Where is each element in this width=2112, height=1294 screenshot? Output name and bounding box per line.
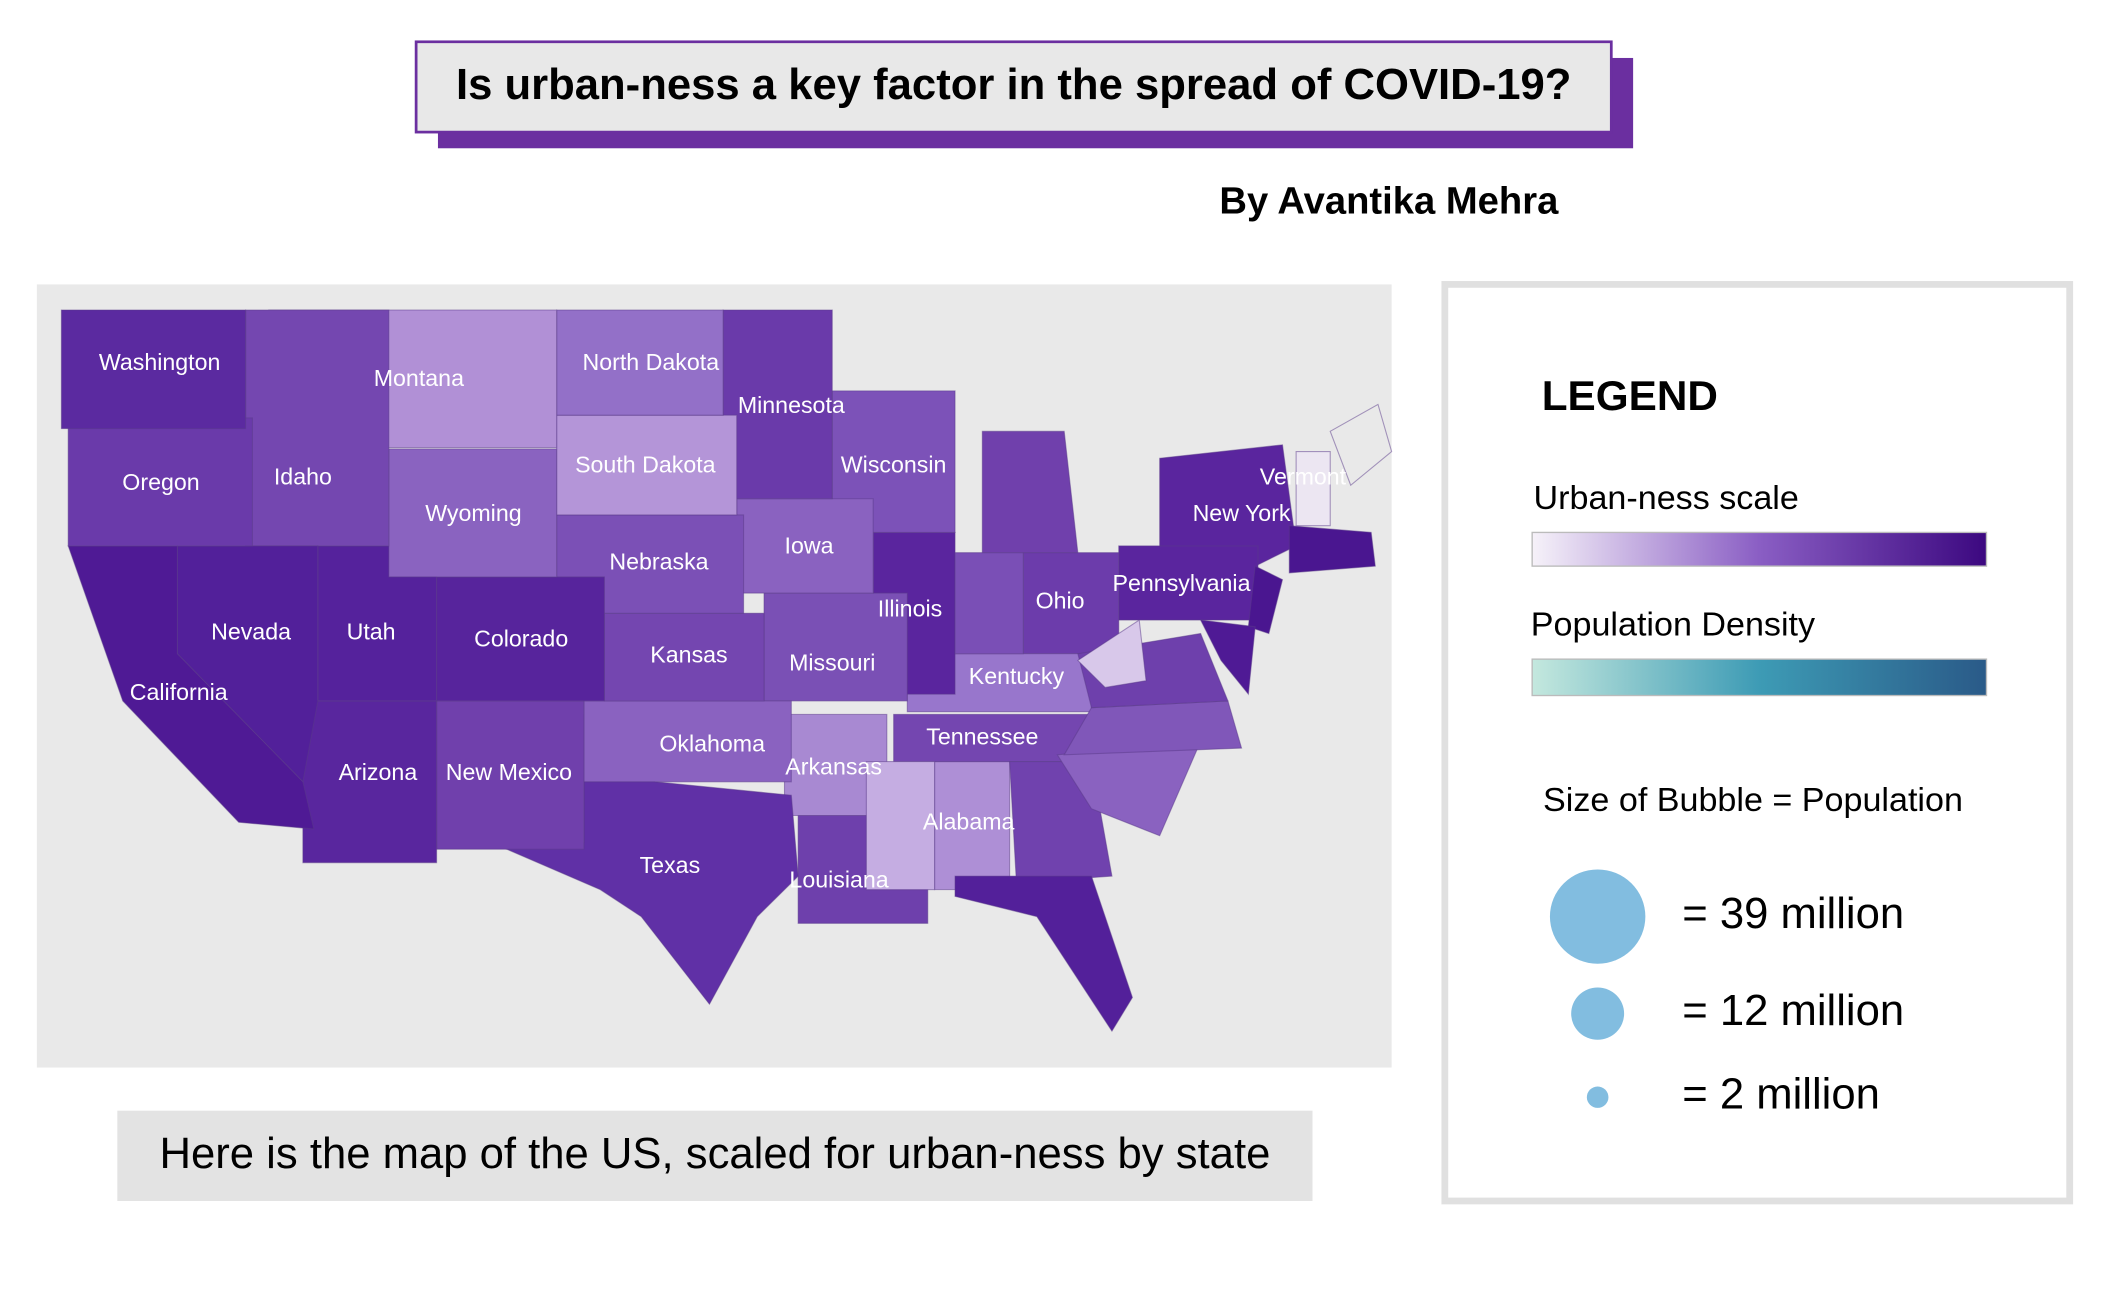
legend-box <box>1441 281 2074 1205</box>
author: By Avantika Mehra <box>1219 181 1559 223</box>
legend-bubble-label: = 2 million <box>1682 1071 1880 1119</box>
state-label: Tennessee <box>926 724 1038 750</box>
state-shape <box>954 875 1134 1033</box>
state-label: Alabama <box>923 809 1015 835</box>
state-shape <box>1288 525 1376 574</box>
state-label: Iowa <box>785 532 834 558</box>
state-shape <box>1063 700 1243 756</box>
state-shape <box>865 761 936 891</box>
state-label: Nebraska <box>609 549 708 575</box>
state-shape <box>1076 619 1147 689</box>
title: Is urban-ness a key factor in the spread… <box>456 61 1571 109</box>
state-label: Montana <box>374 365 464 391</box>
state-shape <box>1199 619 1256 696</box>
state-label: Illinois <box>878 596 942 622</box>
state-label: Minnesota <box>738 392 845 418</box>
state-shape <box>981 430 1079 554</box>
bubble-title: Size of Bubble = Population <box>1543 781 1963 819</box>
state-label: Oklahoma <box>659 731 765 757</box>
urban-scale-label: Urban-ness scale <box>1534 479 1799 517</box>
state-label: Missouri <box>789 650 875 676</box>
state-label: Ohio <box>1036 588 1085 614</box>
state <box>67 545 315 830</box>
state-label: Nevada <box>211 619 291 645</box>
state-label: New York <box>1193 500 1291 526</box>
state-label: Arkansas <box>785 753 882 779</box>
legend-title: LEGEND <box>1542 372 1718 419</box>
state-label: Vermont <box>1260 464 1347 490</box>
state <box>1159 444 1297 567</box>
state-label: Wisconsin <box>841 452 947 478</box>
legend-bubble <box>1549 869 1646 964</box>
state <box>245 309 390 547</box>
state-label: Kansas <box>650 642 727 668</box>
title-box <box>414 40 1613 134</box>
state-shape <box>954 552 1024 655</box>
state-label: North Dakota <box>582 349 719 375</box>
legend-bubble-label: = 39 million <box>1682 890 1904 938</box>
caption: Here is the map of the US, scaled for ur… <box>159 1130 1270 1178</box>
urban-gradient <box>1531 531 1988 567</box>
density-label: Population Density <box>1531 606 1815 644</box>
state-shape <box>1247 565 1284 635</box>
legend-bubble <box>1586 1086 1609 1108</box>
state-label: Texas <box>640 852 701 878</box>
state-label: Washington <box>99 349 221 375</box>
caption-box <box>117 1110 1313 1201</box>
state-label: Utah <box>347 619 396 645</box>
state-label: Louisiana <box>789 867 888 893</box>
state-label: Arizona <box>339 759 418 785</box>
state-shape <box>1329 403 1393 487</box>
legend-bubble-label: = 12 million <box>1682 987 1904 1035</box>
state-label: Colorado <box>474 625 568 651</box>
state-label: California <box>130 679 228 705</box>
state-label: Kentucky <box>969 663 1065 689</box>
state-label: Pennsylvania <box>1113 570 1251 596</box>
state-label: New Mexico <box>446 759 572 785</box>
state-label: Wyoming <box>425 500 521 526</box>
state-label: South Dakota <box>575 452 716 478</box>
legend-bubble <box>1571 987 1625 1040</box>
map <box>60 309 1393 1033</box>
state <box>60 309 247 430</box>
state-label: Idaho <box>274 464 332 490</box>
state <box>1295 451 1331 527</box>
state-label: Oregon <box>122 469 199 495</box>
density-gradient <box>1531 658 1988 697</box>
